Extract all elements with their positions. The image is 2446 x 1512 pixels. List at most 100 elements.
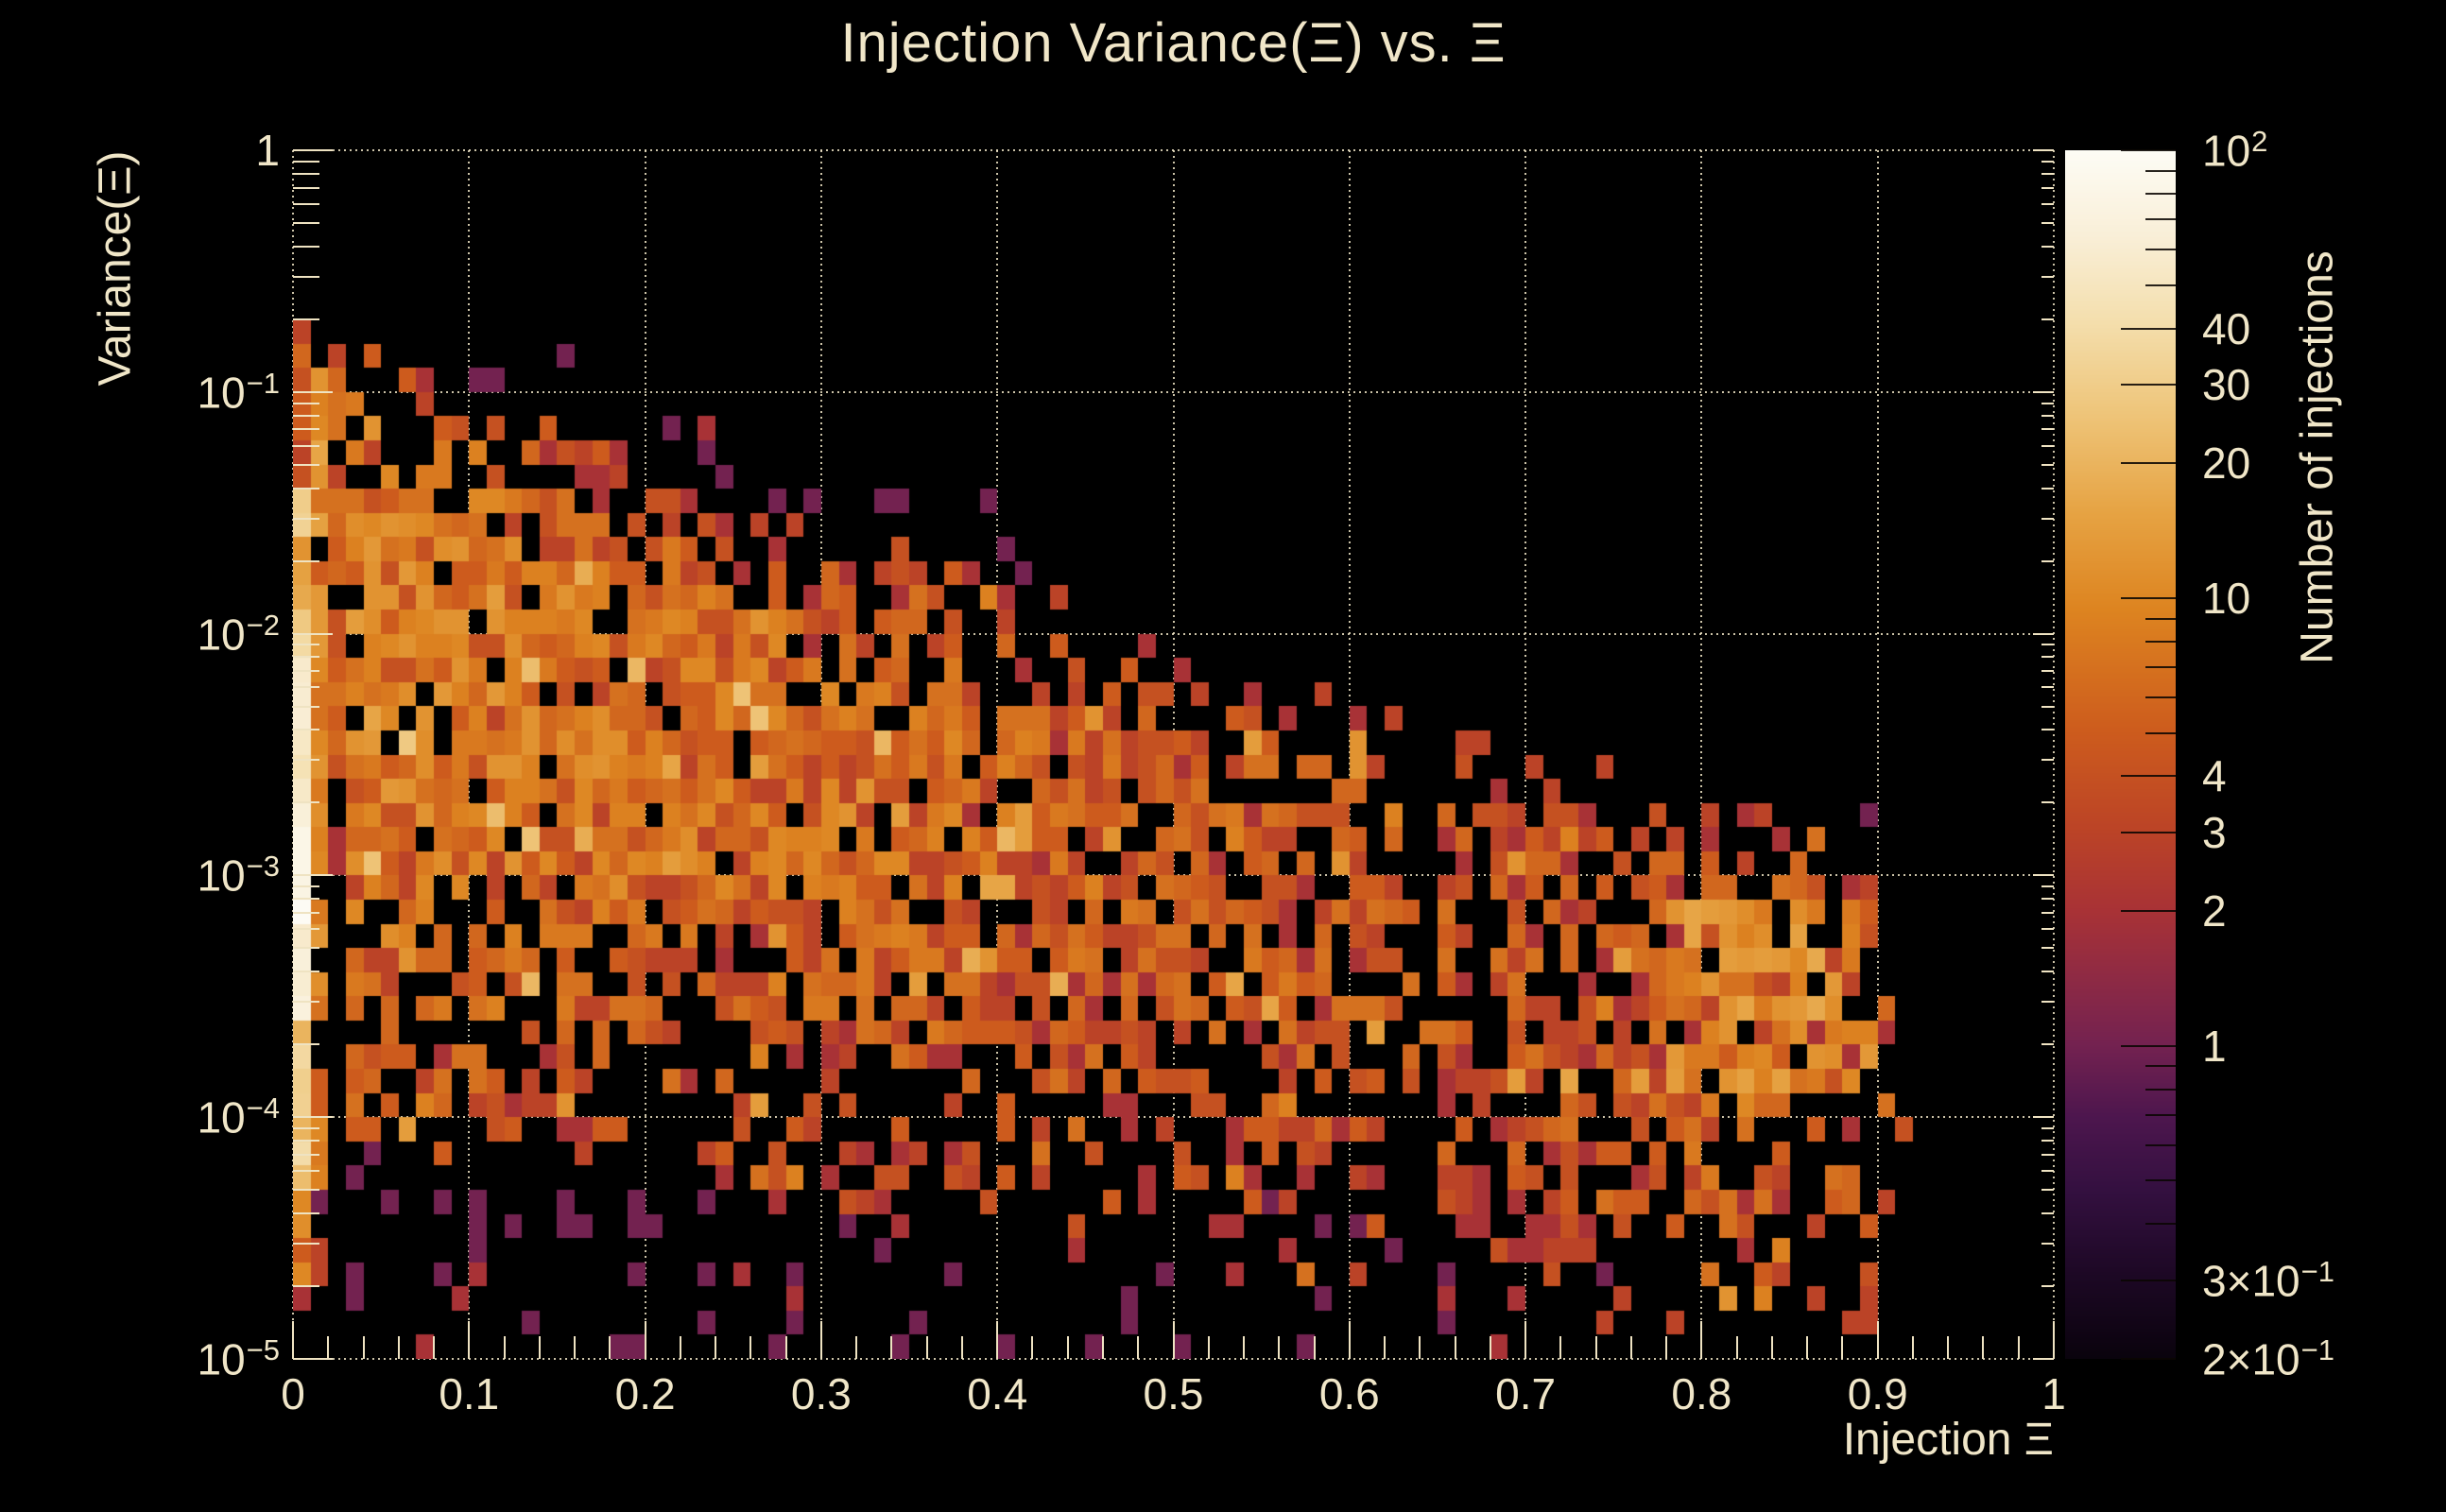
x-minor-tick <box>715 1336 717 1359</box>
gridline-x <box>2053 150 2055 1359</box>
y-minor-tick <box>293 885 319 888</box>
y-mirror-minor-tick <box>2041 947 2054 950</box>
y-minor-tick <box>293 402 319 404</box>
y-minor-tick <box>293 428 319 431</box>
y-minor-tick <box>293 670 319 673</box>
x-minor-tick <box>609 1336 612 1359</box>
x-minor-tick <box>2017 1336 2020 1359</box>
x-major-tick <box>1172 1321 1175 1359</box>
colorbar-tick-label: 1 <box>2202 1021 2227 1071</box>
colorbar-major-tick <box>2121 1279 2176 1281</box>
x-tick-label: 0.5 <box>1143 1369 1204 1418</box>
y-mirror-minor-tick <box>2041 1001 2054 1004</box>
y-minor-tick <box>293 517 319 520</box>
y-axis-title: Variance(Ξ) <box>90 150 141 387</box>
x-minor-tick <box>1841 1336 1844 1359</box>
colorbar-minor-tick <box>2145 218 2176 221</box>
y-mirror-minor-tick <box>2041 670 2054 673</box>
y-minor-tick <box>293 912 319 915</box>
y-mirror-minor-tick <box>2041 1043 2054 1046</box>
y-minor-tick <box>293 222 319 224</box>
y-minor-tick <box>293 729 319 731</box>
x-tick-label: 0.7 <box>1495 1369 1557 1418</box>
y-minor-tick <box>293 928 319 931</box>
x-tick-label: 0.6 <box>1318 1369 1380 1418</box>
colorbar-major-tick <box>2121 775 2176 778</box>
y-mirror-minor-tick <box>2041 705 2054 708</box>
x-minor-tick <box>1419 1336 1421 1359</box>
x-tick-label: 0.8 <box>1671 1369 1732 1418</box>
x-major-tick <box>819 1321 822 1359</box>
y-minor-tick <box>293 947 319 950</box>
x-minor-tick <box>1313 1336 1316 1359</box>
y-mirror-major-tick <box>2033 1358 2054 1360</box>
x-minor-tick <box>1947 1336 1950 1359</box>
colorbar-minor-tick <box>2145 1065 2176 1068</box>
colorbar-tick-label: 102 <box>2202 124 2268 176</box>
colorbar-tick-label: 2 <box>2202 886 2227 936</box>
y-mirror-minor-tick <box>2041 928 2054 931</box>
colorbar-minor-tick <box>2145 617 2176 620</box>
colorbar-minor-tick <box>2145 1223 2176 1226</box>
x-minor-tick <box>784 1336 787 1359</box>
plot-title: Injection Variance(Ξ) vs. Ξ <box>840 12 1507 74</box>
colorbar-tick-label: 3×10−1 <box>2202 1254 2334 1305</box>
x-minor-tick <box>538 1336 541 1359</box>
x-major-tick <box>1876 1321 1879 1359</box>
gridline-y <box>293 1358 2054 1360</box>
x-minor-tick <box>503 1336 506 1359</box>
y-mirror-major-tick <box>2033 632 2054 635</box>
y-mirror-minor-tick <box>2041 729 2054 731</box>
y-minor-tick <box>293 686 319 689</box>
x-minor-tick <box>749 1336 752 1359</box>
colorbar-tick-label: 2×10−1 <box>2202 1332 2334 1384</box>
x-major-tick <box>1348 1321 1351 1359</box>
x-minor-tick <box>925 1336 928 1359</box>
x-tick-label: 0.4 <box>967 1369 1028 1418</box>
y-minor-tick <box>293 559 319 562</box>
y-mirror-minor-tick <box>2041 801 2054 804</box>
x-minor-tick <box>1559 1336 1562 1359</box>
y-major-tick <box>293 149 333 151</box>
x-minor-tick <box>1137 1336 1140 1359</box>
x-minor-tick <box>1982 1336 1985 1359</box>
y-mirror-minor-tick <box>2041 402 2054 404</box>
x-minor-tick <box>1031 1336 1034 1359</box>
x-tick-label: 1 <box>2041 1369 2066 1418</box>
y-minor-tick <box>293 202 319 205</box>
x-minor-tick <box>1735 1336 1738 1359</box>
y-minor-tick <box>293 705 319 708</box>
y-minor-tick <box>293 1169 319 1172</box>
heatmap-canvas <box>293 150 2054 1359</box>
y-mirror-minor-tick <box>2041 245 2054 248</box>
y-mirror-minor-tick <box>2041 912 2054 915</box>
y-mirror-minor-tick <box>2041 414 2054 417</box>
y-minor-tick <box>293 414 319 417</box>
y-minor-tick <box>293 1211 319 1214</box>
x-minor-tick <box>1806 1336 1809 1359</box>
x-major-tick <box>292 1321 294 1359</box>
y-mirror-minor-tick <box>2041 463 2054 466</box>
y-minor-tick <box>293 318 319 320</box>
colorbar-major-tick <box>2121 1358 2176 1360</box>
y-mirror-minor-tick <box>2041 428 2054 431</box>
colorbar-minor-tick <box>2145 169 2176 172</box>
colorbar-gradient <box>2065 150 2176 1359</box>
y-mirror-minor-tick <box>2041 759 2054 762</box>
y-minor-tick <box>293 1153 319 1156</box>
y-mirror-minor-tick <box>2041 160 2054 163</box>
x-minor-tick <box>1665 1336 1668 1359</box>
y-major-tick <box>293 1116 333 1119</box>
colorbar-minor-tick <box>2145 731 2176 734</box>
x-major-tick <box>644 1321 646 1359</box>
y-minor-tick <box>293 759 319 762</box>
x-minor-tick <box>855 1336 858 1359</box>
y-tick-label: 10−5 <box>197 1332 280 1384</box>
y-mirror-minor-tick <box>2041 202 2054 205</box>
x-minor-tick <box>960 1336 963 1359</box>
x-minor-tick <box>1101 1336 1104 1359</box>
colorbar-tick-label: 10 <box>2202 573 2251 623</box>
colorbar-tick-label: 3 <box>2202 807 2227 857</box>
x-minor-tick <box>1911 1336 1914 1359</box>
x-minor-tick <box>1770 1336 1773 1359</box>
